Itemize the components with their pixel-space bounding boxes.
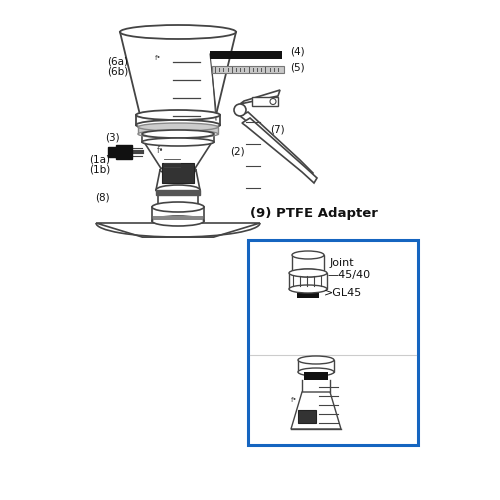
Bar <box>142 134 214 142</box>
Ellipse shape <box>138 123 218 131</box>
Text: f•: f• <box>156 146 164 155</box>
Text: f•: f• <box>291 397 297 403</box>
Bar <box>304 372 328 380</box>
Polygon shape <box>142 229 214 237</box>
Bar <box>212 66 284 72</box>
Bar <box>252 97 278 106</box>
Bar <box>292 255 324 273</box>
Ellipse shape <box>160 166 196 174</box>
Text: (6b): (6b) <box>107 67 128 77</box>
Bar <box>298 360 334 372</box>
Ellipse shape <box>120 25 236 39</box>
Ellipse shape <box>158 203 198 211</box>
Text: (2): (2) <box>230 147 244 157</box>
Text: (9) PTFE Adapter: (9) PTFE Adapter <box>250 207 378 220</box>
Polygon shape <box>240 112 313 178</box>
Text: (7): (7) <box>270 125 284 135</box>
Ellipse shape <box>136 110 220 120</box>
Ellipse shape <box>292 269 324 277</box>
Polygon shape <box>96 223 260 237</box>
Polygon shape <box>291 392 341 429</box>
Text: (1b): (1b) <box>89 165 110 175</box>
Polygon shape <box>156 170 200 190</box>
Text: >GL45: >GL45 <box>324 288 362 298</box>
Text: (8): (8) <box>96 192 110 202</box>
Ellipse shape <box>156 185 200 195</box>
Bar <box>297 289 319 298</box>
Bar <box>289 273 327 289</box>
Text: —45/40: —45/40 <box>327 270 370 280</box>
Ellipse shape <box>289 269 327 277</box>
Polygon shape <box>144 142 212 170</box>
Ellipse shape <box>298 368 334 376</box>
Bar <box>136 115 220 125</box>
Ellipse shape <box>234 104 246 116</box>
Text: f•: f• <box>155 55 161 61</box>
Ellipse shape <box>292 251 324 259</box>
Bar <box>138 127 218 134</box>
Bar <box>152 207 204 221</box>
Ellipse shape <box>138 130 218 138</box>
Ellipse shape <box>152 216 204 226</box>
Bar <box>162 163 194 183</box>
Ellipse shape <box>152 202 204 212</box>
Bar <box>298 410 316 423</box>
Ellipse shape <box>298 356 334 364</box>
Text: Joint: Joint <box>330 258 354 268</box>
Ellipse shape <box>270 98 276 104</box>
Ellipse shape <box>289 285 327 293</box>
Bar <box>210 51 282 59</box>
Polygon shape <box>240 90 280 104</box>
Text: (4): (4) <box>290 46 304 56</box>
Bar <box>156 190 200 195</box>
Text: (3): (3) <box>106 132 120 142</box>
Bar <box>108 147 118 157</box>
Text: (5): (5) <box>290 62 304 72</box>
Ellipse shape <box>142 138 214 146</box>
Ellipse shape <box>136 120 220 130</box>
Ellipse shape <box>142 130 214 138</box>
Polygon shape <box>242 118 317 183</box>
Bar <box>153 216 203 220</box>
Bar <box>248 240 418 445</box>
Text: (1a): (1a) <box>89 155 110 165</box>
Polygon shape <box>120 32 236 115</box>
Bar <box>116 145 132 159</box>
Text: (6a): (6a) <box>107 57 128 67</box>
